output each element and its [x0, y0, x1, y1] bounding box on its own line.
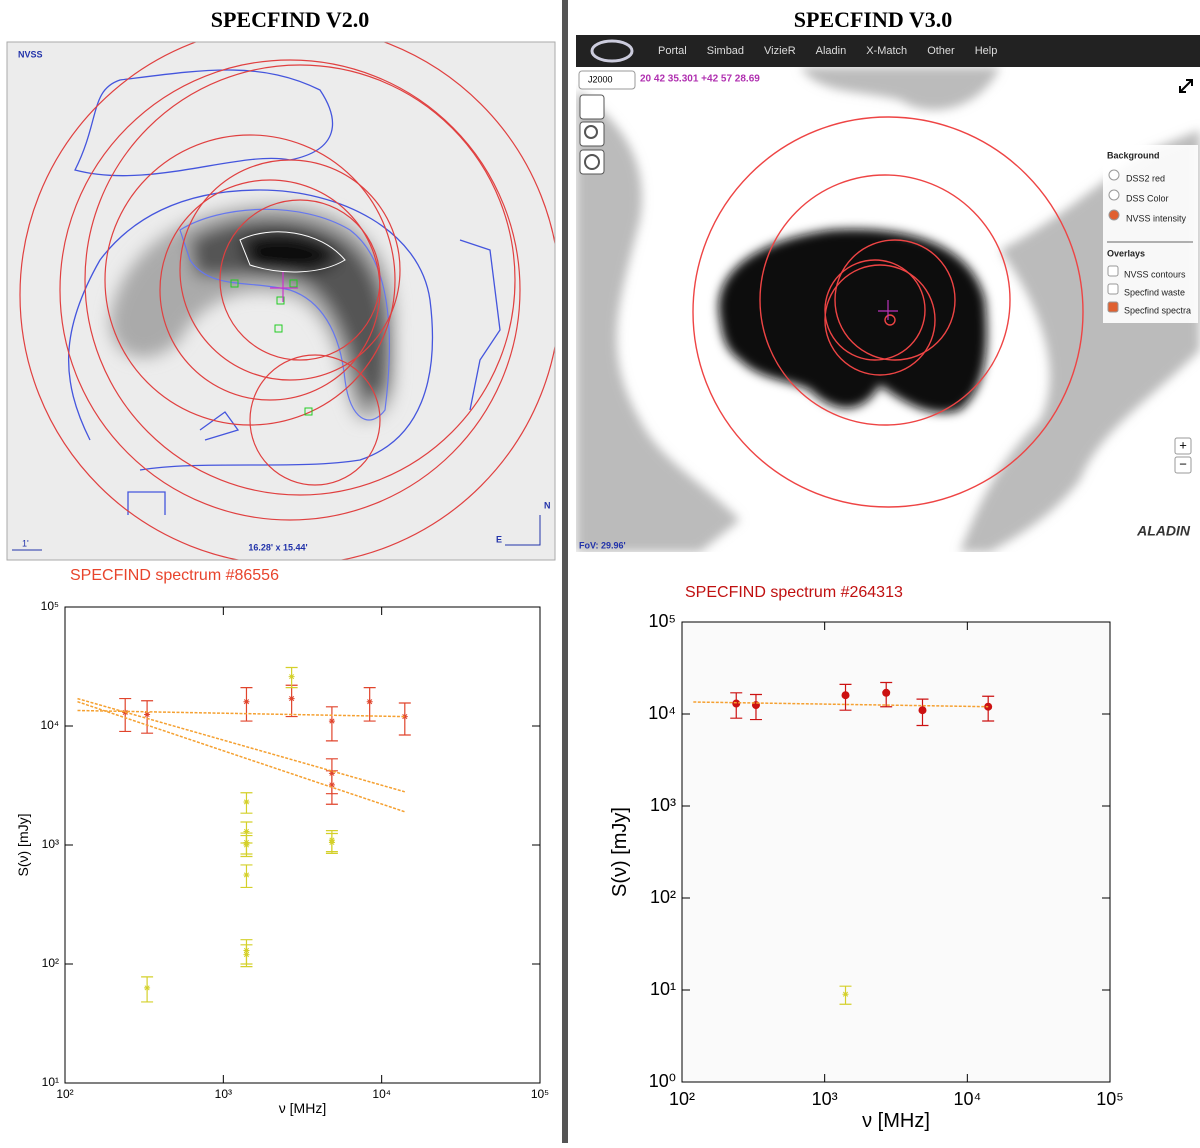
y-tick-label: 10⁴ [40, 718, 59, 732]
y-tick-label: 10⁵ [649, 611, 676, 631]
radio[interactable] [1108, 169, 1120, 181]
x-tick-label: 10³ [812, 1089, 838, 1109]
map-label: N [544, 500, 551, 510]
layer-label: Specfind spectra [1124, 305, 1191, 315]
x-axis-label: ν [MHz] [279, 1100, 326, 1116]
y-tick-label: 10⁵ [41, 599, 59, 613]
map-label: 1' [22, 538, 29, 548]
menu-bar [576, 35, 1200, 67]
layer-label: Specfind waste [1124, 287, 1185, 297]
panel-title: SPECFIND V2.0 [211, 7, 370, 32]
point [732, 699, 741, 708]
point [328, 718, 335, 725]
zoom[interactable] [1174, 437, 1192, 474]
point [841, 691, 850, 700]
divider [562, 0, 568, 1143]
point [243, 798, 250, 805]
y-tick-label: 10⁴ [648, 703, 676, 723]
point [288, 673, 295, 680]
cds-logo [590, 39, 634, 63]
layer-label: NVSS contours [1124, 269, 1186, 279]
point [366, 698, 373, 705]
y-tick-label: 10³ [42, 837, 59, 851]
point [842, 991, 849, 998]
menu-item[interactable]: Other [927, 45, 955, 57]
compass [505, 515, 541, 546]
map-frame [6, 41, 556, 561]
menu: Portal Simbad VizieR Aladin X-Match Other Help [658, 45, 997, 57]
layers: DSS2 red DSS Color NVSS intensity NVSS cont… [1107, 169, 1191, 315]
menu-item[interactable]: Portal [658, 45, 687, 57]
y-tick-label: 10³ [650, 795, 676, 815]
checkbox[interactable] [1107, 283, 1119, 295]
point [243, 828, 250, 835]
zoom-out[interactable]: − [1179, 456, 1187, 471]
x-axis-label: ν [MHz] [862, 1110, 930, 1132]
fullscreen[interactable] [1179, 79, 1193, 93]
radio[interactable] [1108, 209, 1120, 221]
y-tick-label: 10⁰ [649, 1071, 676, 1091]
point [243, 698, 250, 705]
map-label: E [496, 534, 502, 544]
fit-line [77, 700, 406, 813]
menu-item[interactable]: VizieR [764, 45, 796, 57]
aladin-logo: ALADIN [1136, 523, 1191, 539]
plot-area [681, 621, 1111, 1083]
x-tick-label: 10³ [215, 1087, 232, 1101]
y-axis-label: S(ν) [mJy] [15, 814, 31, 877]
menu-item[interactable]: X-Match [866, 45, 907, 57]
menu-item[interactable]: Simbad [707, 45, 744, 57]
coords: 20 42 35.301 +42 57 28.69 [640, 74, 760, 85]
layers-heading: Background [1107, 150, 1160, 160]
fit-line [77, 697, 406, 793]
point [882, 688, 891, 697]
layer-label: DSS Color [1126, 193, 1169, 203]
panel-title: SPECFIND V3.0 [794, 7, 953, 32]
y-tick-label: 10¹ [42, 1075, 59, 1089]
point [288, 695, 295, 702]
plot-area [64, 606, 541, 1084]
x-tick-label: 10² [56, 1087, 73, 1101]
y-tick-label: 10¹ [650, 979, 676, 999]
radio[interactable] [1108, 189, 1120, 201]
map-label: NVSS [18, 49, 43, 59]
x-tick-label: 10⁴ [372, 1087, 391, 1101]
y-tick-label: 10² [42, 956, 59, 970]
map-label: 16.28' x 15.44' [248, 542, 307, 552]
fit-line [77, 709, 405, 718]
point [144, 711, 151, 718]
layer-label: DSS2 red [1126, 173, 1165, 183]
point [401, 713, 408, 720]
frame-select[interactable] [578, 70, 636, 90]
point [328, 781, 335, 788]
layers-heading: Overlays [1107, 248, 1145, 258]
x-tick-label: 10⁵ [1096, 1089, 1123, 1109]
point [918, 706, 927, 715]
tools[interactable] [579, 94, 605, 175]
y-axis-label: S(ν) [mJy] [609, 807, 631, 897]
point [243, 842, 250, 848]
y-tick-label: 10² [650, 887, 676, 907]
chart-title: SPECFIND spectrum #86556 [70, 567, 279, 584]
fit-line [693, 701, 989, 708]
checkbox[interactable] [1107, 265, 1119, 277]
zoom-in[interactable]: + [1179, 437, 1187, 452]
x-tick-label: 10² [669, 1089, 695, 1109]
point [144, 984, 151, 991]
frame: J2000 [588, 74, 613, 84]
menu-item[interactable]: Help [975, 45, 998, 57]
x-tick-label: 10⁴ [953, 1089, 981, 1109]
menu-item[interactable]: Aladin [816, 45, 847, 57]
point [243, 871, 250, 878]
x-tick-label: 10⁵ [531, 1087, 549, 1101]
chart-title: SPECFIND spectrum #264313 [685, 584, 903, 601]
fov: FoV: 29.96' [579, 540, 626, 550]
point [243, 951, 250, 958]
layer-label: NVSS intensity [1126, 213, 1187, 223]
checkbox[interactable] [1107, 301, 1119, 313]
point [328, 837, 335, 844]
nvss-map [7, 42, 555, 560]
